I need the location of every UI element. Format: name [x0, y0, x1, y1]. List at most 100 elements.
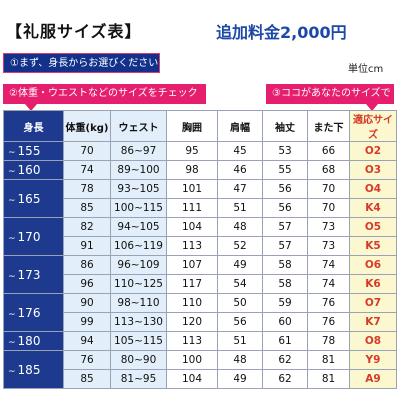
table-row: ~180 94 105~115 113 51 61 78 O8 — [3, 331, 397, 351]
fit-size-cell: O7 — [349, 293, 397, 313]
table-row: 85 81~95 104 49 62 81 A9 — [4, 369, 397, 389]
sleeve-cell: 57 — [262, 217, 308, 237]
weight-cell: 90 — [63, 293, 111, 313]
shoulder-cell: 50 — [217, 293, 263, 313]
sleeve-cell: 56 — [262, 198, 308, 218]
shoulder-cell: 46 — [217, 160, 263, 180]
waist-cell: 93~105 — [110, 179, 167, 199]
weight-cell: 94 — [63, 331, 111, 351]
chest-cell: 113 — [166, 236, 218, 256]
header-height: 身長 — [3, 110, 64, 142]
waist-cell: 98~110 — [110, 293, 167, 313]
height-cell: ~160 — [3, 160, 64, 180]
header-weight: 体重(kg) — [63, 110, 111, 142]
shoulder-cell: 51 — [217, 198, 263, 218]
fit-size-cell: O2 — [349, 141, 397, 161]
fit-size-cell: O6 — [349, 255, 397, 275]
fit-size-cell: O3 — [349, 160, 397, 180]
weight-cell: 78 — [63, 179, 111, 199]
chest-cell: 104 — [166, 369, 218, 389]
weight-cell: 82 — [63, 217, 111, 237]
chest-cell: 110 — [166, 293, 218, 313]
height-cell: ~180 — [3, 331, 64, 351]
fit-size-cell: O8 — [349, 331, 397, 351]
sleeve-cell: 59 — [262, 293, 308, 313]
sleeve-cell: 60 — [262, 312, 308, 332]
fit-size-cell: A9 — [349, 369, 397, 389]
sleeve-cell: 58 — [262, 255, 308, 275]
unit-label: 単位cm — [348, 64, 384, 75]
waist-cell: 110~125 — [110, 274, 167, 294]
inseam-cell: 76 — [307, 293, 350, 313]
inseam-cell: 81 — [307, 350, 350, 370]
header-waist: ウェスト — [110, 110, 167, 142]
sleeve-cell: 61 — [262, 331, 308, 351]
table-row: ~185 76 80~90 100 48 62 81 Y9 — [3, 350, 397, 389]
header-row: 身長 体重(kg) ウェスト 胸囲 肩幅 袖丈 また下 適応サイズ — [3, 110, 397, 142]
header-fit-size: 適応サイズ — [349, 110, 397, 142]
sleeve-cell: 55 — [262, 160, 308, 180]
waist-cell: 86~97 — [110, 141, 167, 161]
shoulder-cell: 47 — [217, 179, 263, 199]
inseam-cell: 73 — [307, 217, 350, 237]
page-title: 【礼服サイズ表】 — [6, 22, 142, 41]
weight-cell: 91 — [63, 236, 111, 256]
fit-size-cell: O5 — [349, 217, 397, 237]
chest-cell: 95 — [166, 141, 218, 161]
table-row: ~165 78 93~105 101 47 56 70 O4 — [3, 179, 397, 218]
weight-cell: 86 — [63, 255, 111, 275]
shoulder-cell: 48 — [217, 350, 263, 370]
table-row: ~170 82 94~105 104 48 57 73 O5 — [3, 217, 397, 256]
weight-cell: 85 — [63, 369, 111, 389]
waist-cell: 113~130 — [110, 312, 167, 332]
weight-cell: 85 — [63, 198, 111, 218]
fit-size-cell: O4 — [349, 179, 397, 199]
sleeve-cell: 53 — [262, 141, 308, 161]
header-shoulder: 肩幅 — [217, 110, 263, 142]
fit-size-cell: Y9 — [349, 350, 397, 370]
height-cell: ~173 — [3, 255, 64, 294]
table-row: 91 106~119 113 52 57 73 K5 — [4, 236, 397, 256]
inseam-cell: 74 — [307, 274, 350, 294]
chest-cell: 111 — [166, 198, 218, 218]
inseam-cell: 70 — [307, 179, 350, 199]
sleeve-cell: 62 — [262, 369, 308, 389]
inseam-cell: 74 — [307, 255, 350, 275]
sleeve-cell: 56 — [262, 179, 308, 199]
weight-cell: 96 — [63, 274, 111, 294]
inseam-cell: 66 — [307, 141, 350, 161]
fit-size-cell: K5 — [349, 236, 397, 256]
height-cell: ~165 — [3, 179, 64, 218]
step2-banner: ②体重・ウエストなどのサイズをチェック下さい — [3, 84, 206, 119]
sleeve-cell: 62 — [262, 350, 308, 370]
height-cell: ~155 — [3, 141, 64, 161]
chest-cell: 101 — [166, 179, 218, 199]
height-cell: ~176 — [3, 293, 64, 332]
weight-cell: 70 — [63, 141, 111, 161]
shoulder-cell: 49 — [217, 255, 263, 275]
table-row: 99 113~130 120 56 60 76 K7 — [4, 312, 397, 332]
table-row: ~173 86 96~109 107 49 58 74 O6 — [3, 255, 397, 294]
waist-cell: 106~119 — [110, 236, 167, 256]
fit-size-cell: K6 — [349, 274, 397, 294]
waist-cell: 105~115 — [110, 331, 167, 351]
inseam-cell: 70 — [307, 198, 350, 218]
waist-cell: 81~95 — [110, 369, 167, 389]
shoulder-cell: 54 — [217, 274, 263, 294]
size-table-body: ~155 70 86~97 95 45 53 66 O2 ~160 74 89~100 98 46 55 6… — [3, 141, 397, 389]
table-row: ~160 74 89~100 98 46 55 68 O3 — [3, 160, 397, 180]
shoulder-cell: 52 — [217, 236, 263, 256]
waist-cell: 80~90 — [110, 350, 167, 370]
sleeve-cell: 58 — [262, 274, 308, 294]
weight-cell: 76 — [63, 350, 111, 370]
waist-cell: 89~100 — [110, 160, 167, 180]
waist-cell: 96~109 — [110, 255, 167, 275]
waist-cell: 100~115 — [110, 198, 167, 218]
weight-cell: 74 — [63, 160, 111, 180]
shoulder-cell: 49 — [217, 369, 263, 389]
inseam-cell: 81 — [307, 369, 350, 389]
shoulder-cell: 51 — [217, 331, 263, 351]
inseam-cell: 68 — [307, 160, 350, 180]
chest-cell: 113 — [166, 331, 218, 351]
additional-fee: 追加料金2,000円 — [216, 23, 347, 42]
